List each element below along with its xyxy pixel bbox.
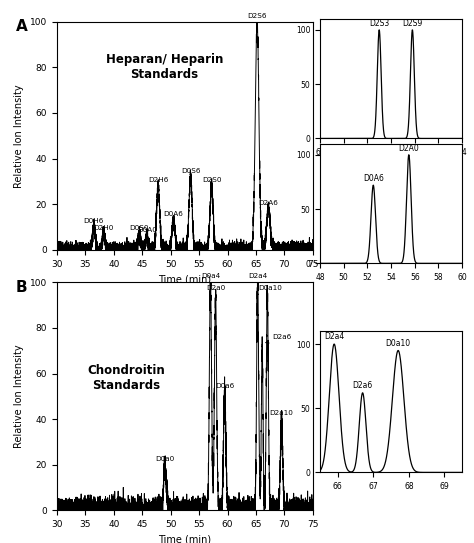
X-axis label: Time (min): Time (min) — [158, 274, 211, 284]
Text: D2a10: D2a10 — [270, 410, 293, 416]
Text: D0S0: D0S0 — [129, 225, 149, 231]
Text: D2S9: D2S9 — [402, 18, 422, 28]
Text: D0a6: D0a6 — [215, 383, 234, 389]
Text: D2S6: D2S6 — [247, 12, 267, 19]
Text: D0A0: D0A0 — [137, 227, 157, 233]
Text: D2a4: D2a4 — [324, 332, 344, 342]
Text: D2H0: D2H0 — [93, 225, 114, 231]
Text: D2A0: D2A0 — [399, 143, 419, 153]
X-axis label: Time (min): Time (min) — [158, 535, 211, 543]
Text: D2S0: D2S0 — [202, 177, 221, 183]
Text: A: A — [16, 20, 27, 34]
Text: D0a10: D0a10 — [385, 339, 411, 348]
Text: D0a10: D0a10 — [258, 285, 282, 291]
Text: D2a6: D2a6 — [266, 334, 291, 343]
Text: D2A6: D2A6 — [258, 200, 278, 206]
Text: Chondroitin
Standards: Chondroitin Standards — [87, 364, 165, 392]
Text: D0S6: D0S6 — [181, 168, 201, 174]
Text: D0A6: D0A6 — [164, 211, 183, 217]
Text: D2a4: D2a4 — [248, 273, 267, 280]
Text: D0a4: D0a4 — [201, 273, 220, 280]
Text: D0a0: D0a0 — [155, 456, 174, 462]
Text: D0H6: D0H6 — [84, 218, 104, 224]
Text: D0A6: D0A6 — [363, 174, 384, 183]
Text: D2S3: D2S3 — [369, 18, 389, 28]
Y-axis label: Relative Ion Intensity: Relative Ion Intensity — [14, 84, 24, 187]
Text: Heparan/ Heparin
Standards: Heparan/ Heparin Standards — [106, 53, 223, 81]
Text: D2a0: D2a0 — [206, 285, 225, 291]
Text: B: B — [16, 280, 27, 295]
Text: D2a6: D2a6 — [353, 381, 373, 390]
Y-axis label: Relative Ion Intensity: Relative Ion Intensity — [14, 345, 24, 448]
Text: D2H6: D2H6 — [148, 177, 168, 183]
